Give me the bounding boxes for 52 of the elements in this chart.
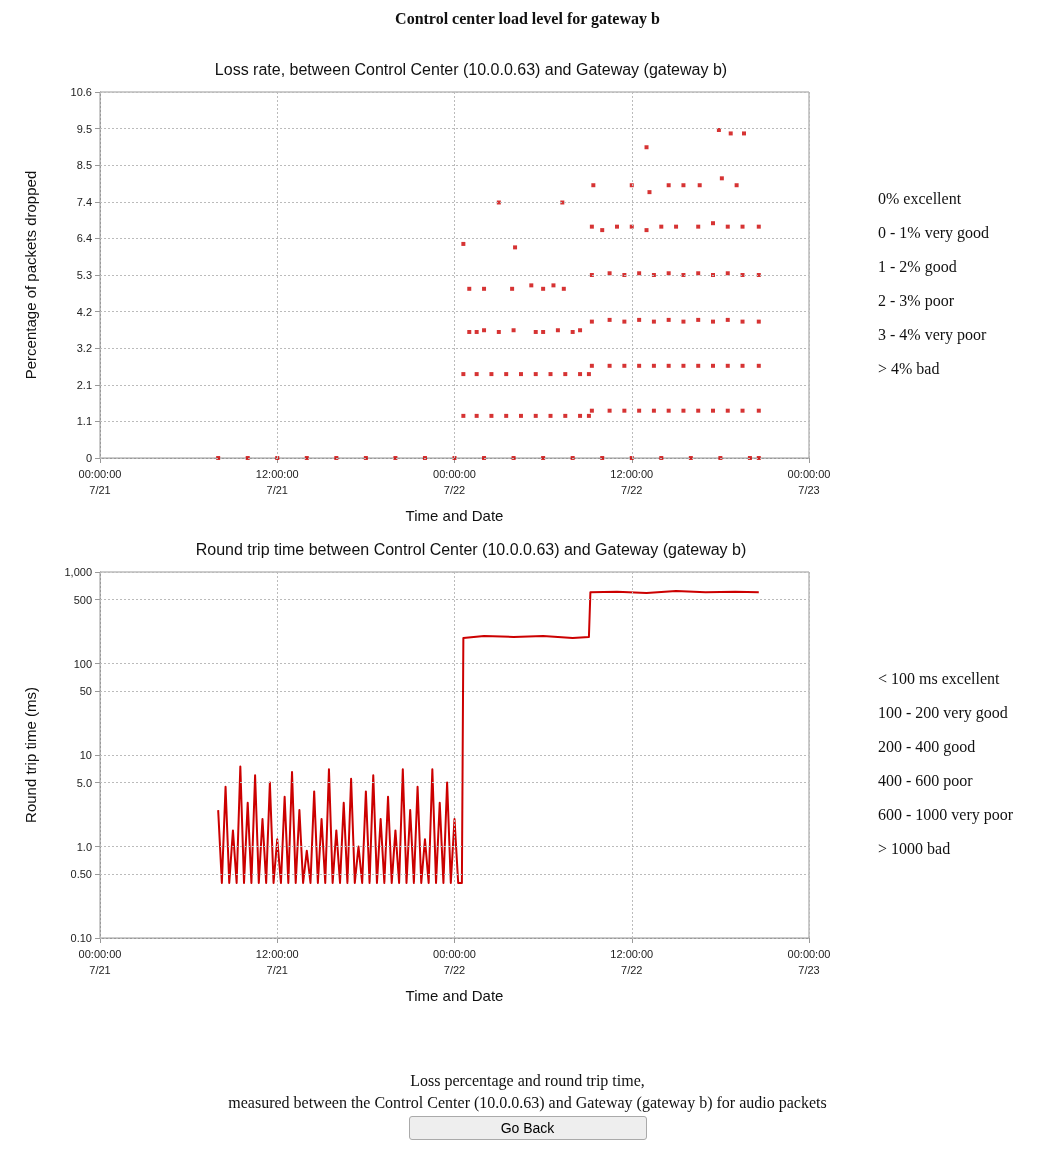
text: > 4% bad	[878, 359, 940, 377]
y-tick-label: 2.1	[76, 378, 92, 391]
y-tick-label: 1,000	[64, 566, 92, 578]
text: > 1000 bad	[878, 839, 951, 857]
y-tick-label: 9.5	[76, 122, 92, 135]
text: 600 - 1000 very poor	[878, 805, 1014, 824]
y-tick-label: 7.4	[76, 195, 92, 208]
text: measured between the Control Center (10.0.0.63) and Gateway (gateway b) for audio packets	[227, 1093, 828, 1114]
x-tick-label: 00:00:00 7/21	[78, 468, 122, 496]
text: 2 - 3% poor	[878, 291, 955, 310]
text: 1 - 2% good	[878, 257, 957, 276]
text: 0 - 1% very good	[878, 223, 990, 242]
text: 100 - 200 very good	[878, 703, 1008, 722]
x-tick-label: 12:00:00 7/22	[610, 948, 654, 976]
text: 3 - 4% very poor	[878, 325, 988, 344]
x-tick-label: 00:00:00 7/23	[787, 468, 831, 496]
x-tick-label: 12:00:00 7/21	[255, 468, 299, 496]
y-tick-label: 0.10	[70, 932, 92, 944]
y-tick-label: 8.5	[76, 159, 92, 172]
x-tick-label: 12:00:00 7/22	[610, 468, 654, 496]
y-axis-title: Percentage of packets dropped	[22, 170, 39, 380]
chart-title: Loss rate, between Control Center (10.0.0.63) and Gateway (gateway b)	[214, 60, 728, 78]
y-tick-label: 1.1	[76, 415, 92, 428]
x-tick-label: 12:00:00 7/21	[255, 948, 299, 976]
y-tick-label: 100	[73, 657, 92, 670]
y-tick-label: 500	[73, 593, 92, 606]
x-tick-label: 00:00:00 7/23	[787, 948, 831, 976]
text: Control center load level for gateway b	[394, 9, 661, 30]
y-axis-title: Round trip time (ms)	[22, 687, 39, 823]
x-tick-label: 00:00:00 7/22	[433, 948, 476, 976]
x-axis-title: Time and Date	[405, 987, 504, 1004]
y-tick-label: 3.2	[76, 342, 92, 355]
y-tick-label: 5.0	[76, 776, 92, 789]
x-axis-title: Time and Date	[405, 507, 504, 524]
text: 400 - 600 poor	[878, 771, 974, 790]
text: Go Back	[408, 1116, 647, 1140]
text: Loss percentage and round trip time,	[409, 1071, 646, 1092]
y-tick-label: 0.50	[70, 868, 92, 881]
y-tick-label: 6.4	[76, 232, 92, 245]
y-tick-label: 4.2	[76, 305, 92, 318]
text: 200 - 400 good	[878, 737, 976, 756]
text: 0% excellent	[878, 189, 962, 207]
x-tick-label: 00:00:00 7/21	[78, 948, 122, 976]
chart-title: Round trip time between Control Center (10.0.0.63) and Gateway (gateway b)	[195, 540, 747, 558]
y-tick-label: 5.3	[76, 269, 92, 281]
y-tick-label: 50	[79, 685, 92, 698]
y-tick-label: 1.0	[76, 840, 92, 853]
y-tick-label: 0	[85, 452, 92, 464]
x-tick-label: 00:00:00 7/22	[433, 468, 476, 496]
y-tick-label: 10.6	[70, 86, 92, 98]
y-tick-label: 10	[79, 749, 92, 761]
text: < 100 ms excellent	[878, 669, 1000, 687]
